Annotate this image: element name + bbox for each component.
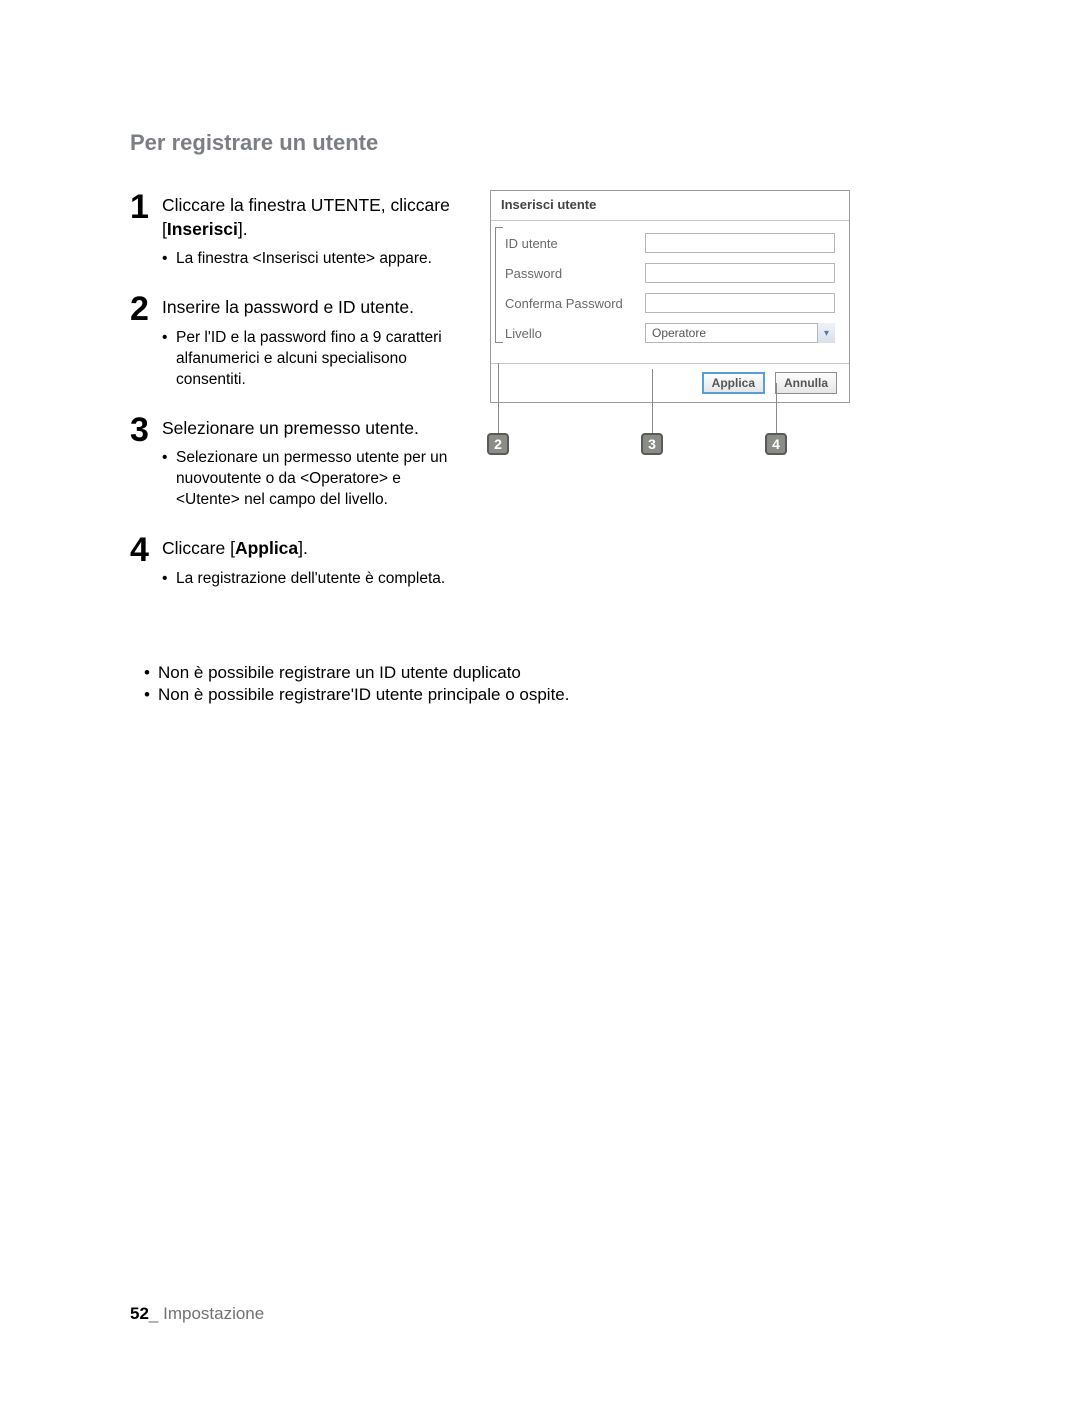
footer-sep: _ <box>149 1304 163 1323</box>
callout-line-3 <box>652 369 653 433</box>
callout-badge-3: 3 <box>641 433 663 455</box>
steps-column: 1 Cliccare la finestra UTENTE, cliccare … <box>130 190 460 612</box>
label-confirm-password: Conferma Password <box>505 296 645 311</box>
warning-item: Non è possibile registrare un ID utente … <box>144 662 569 685</box>
label-id-utente: ID utente <box>505 236 645 251</box>
input-password[interactable] <box>645 263 835 283</box>
step-text-pre: Cliccare [ <box>162 538 235 558</box>
step-2: 2 Inserire la password e ID utente. Per … <box>130 292 460 394</box>
step-text: Selezionare un premesso utente. <box>162 417 460 441</box>
step-subitem: La registrazione dell'utente è completa. <box>162 569 460 590</box>
callouts: 2 3 4 <box>490 403 850 473</box>
step-1: 1 Cliccare la finestra UTENTE, cliccare … <box>130 190 460 274</box>
step-text: Cliccare [Applica]. <box>162 537 460 561</box>
callout-line-4 <box>776 383 777 433</box>
footer-label: Impostazione <box>163 1304 264 1323</box>
chevron-down-icon: ▾ <box>817 323 835 343</box>
cancel-button[interactable]: Annulla <box>775 372 837 394</box>
dialog-button-bar: Applica Annulla <box>491 363 849 402</box>
input-confirm-password[interactable] <box>645 293 835 313</box>
input-id-utente[interactable] <box>645 233 835 253</box>
step-text-bold: Inserisci <box>167 219 238 239</box>
select-level-value: Operatore <box>652 326 706 340</box>
warning-block: Non è possibile registrare un ID utente … <box>130 662 950 708</box>
apply-button[interactable]: Applica <box>702 372 765 394</box>
step-subitem: Per l'ID e la password fino a 9 caratter… <box>162 328 460 391</box>
row-id-utente: ID utente <box>505 229 835 257</box>
callout-badge-4: 4 <box>765 433 787 455</box>
step-text: Inserire la password e ID utente. <box>162 296 460 320</box>
row-password: Password <box>505 259 835 287</box>
step-subitem: Selezionare un permesso utente per un nu… <box>162 448 460 511</box>
step-text-bold: Applica <box>235 538 298 558</box>
page-number: 52 <box>130 1304 149 1323</box>
step-number: 2 <box>130 292 162 394</box>
page-footer: 52_ Impostazione <box>130 1304 264 1324</box>
dialog-title: Inserisci utente <box>491 191 849 221</box>
warning-item: Non è possibile registrare'ID utente pri… <box>144 684 569 707</box>
step-4: 4 Cliccare [Applica]. La registrazione d… <box>130 533 460 594</box>
step-number: 3 <box>130 413 162 515</box>
select-level[interactable]: Operatore ▾ <box>645 323 835 343</box>
step-text: Cliccare la finestra UTENTE, cliccare [I… <box>162 194 460 241</box>
callout-badge-2: 2 <box>487 433 509 455</box>
label-password: Password <box>505 266 645 281</box>
row-level: Livello Operatore ▾ <box>505 319 835 347</box>
step-text-post: ]. <box>238 219 248 239</box>
step-number: 4 <box>130 533 162 594</box>
step-3: 3 Selezionare un premesso utente. Selezi… <box>130 413 460 515</box>
step-text-post: ]. <box>298 538 308 558</box>
insert-user-dialog: Inserisci utente ID utente Password <box>490 190 850 403</box>
callout-line-2 <box>498 363 499 433</box>
callout-bracket-2 <box>495 227 503 343</box>
step-subitem: La finestra <Inserisci utente> appare. <box>162 249 460 270</box>
section-title: Per registrare un utente <box>130 130 950 156</box>
dialog-wrapper: Inserisci utente ID utente Password <box>490 190 950 473</box>
label-level: Livello <box>505 326 645 341</box>
step-number: 1 <box>130 190 162 274</box>
row-confirm-password: Conferma Password <box>505 289 835 317</box>
